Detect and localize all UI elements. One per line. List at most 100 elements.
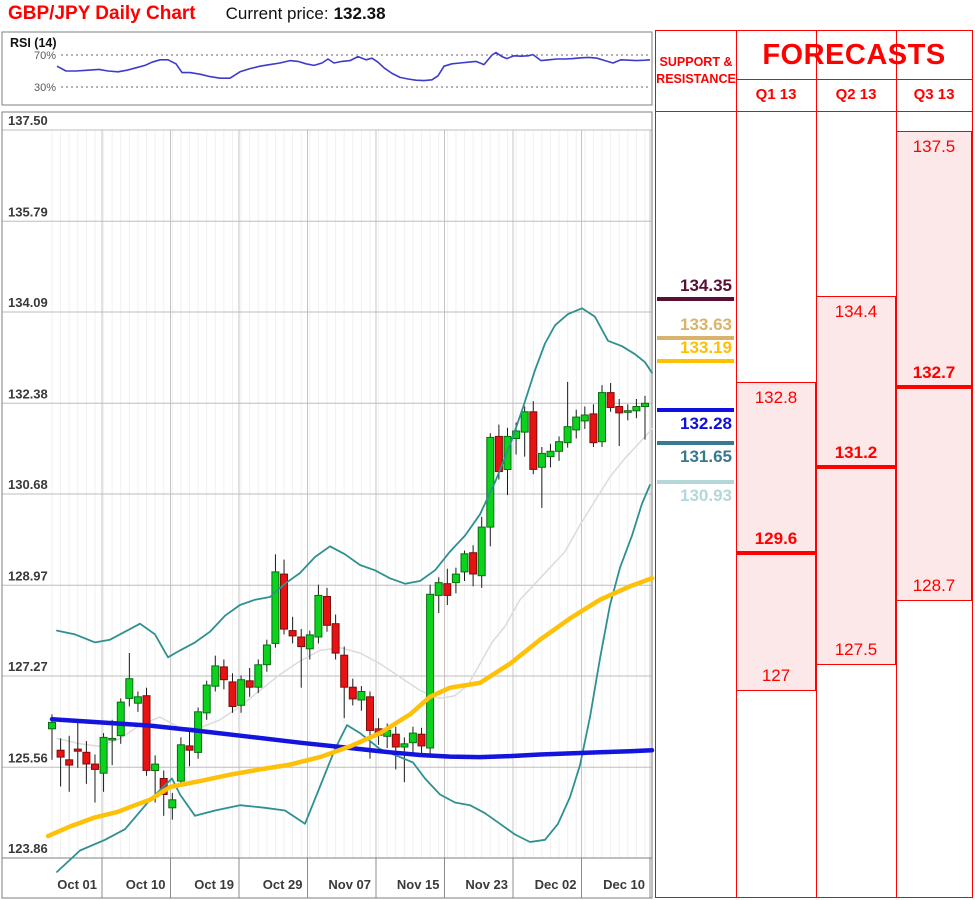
candle-down: [228, 673, 237, 713]
candle-body: [271, 571, 280, 644]
rsi-panel-frame: [1, 31, 653, 106]
candle-down: [185, 732, 194, 767]
candle-down: [56, 738, 65, 787]
forecast-range-box: [816, 296, 896, 665]
candle-body: [451, 573, 460, 584]
candle-body: [65, 759, 74, 766]
candle-up: [632, 399, 641, 419]
page-title: GBP/JPY Daily Chart: [8, 3, 196, 24]
candle-body: [408, 732, 417, 744]
candle-down: [417, 727, 426, 756]
candle-up: [271, 554, 280, 648]
y-axis-label: 130.68: [8, 477, 48, 492]
support-resistance-value: 134.35: [680, 276, 732, 296]
candle-down: [245, 668, 254, 697]
x-axis-label: Nov 23: [465, 877, 508, 892]
candle-down: [142, 687, 151, 776]
candle-body: [288, 630, 297, 637]
candle-body: [108, 737, 117, 741]
forecasts-title: FORECASTS: [762, 39, 946, 71]
candle-up: [598, 385, 606, 447]
candle-down: [82, 741, 91, 784]
x-axis-label: Nov 07: [328, 877, 371, 892]
candle-body: [228, 681, 237, 708]
y-axis-label: 132.38: [8, 386, 48, 401]
candle-body: [589, 413, 598, 444]
y-axis-label: 135.79: [8, 204, 48, 219]
candle-body: [615, 406, 624, 414]
candle-body: [168, 799, 177, 809]
candle-body: [555, 441, 563, 452]
candle-body: [520, 411, 529, 433]
candle-body: [202, 684, 211, 714]
forecast-mid-line: [736, 550, 816, 555]
candle-body: [116, 701, 125, 737]
candle-body: [262, 644, 271, 666]
candle-up: [116, 698, 125, 744]
y-axis-label: 128.97: [8, 568, 48, 583]
candle-down: [589, 404, 598, 447]
rsi-line: [56, 51, 651, 82]
candle-down: [91, 754, 99, 803]
y-axis-label: 127.27: [8, 659, 48, 674]
candle-body: [331, 623, 340, 654]
current-price-label: Current price:: [225, 4, 329, 23]
candle-body: [133, 696, 142, 704]
y-axis-label: 123.86: [8, 841, 48, 856]
rsi-panel: RSI (14) 70% 30%: [1, 31, 653, 106]
candle-down: [280, 559, 288, 635]
candle-body: [469, 552, 478, 575]
y-axis-label: 134.09: [8, 295, 48, 310]
support-resistance-value: 133.63: [680, 314, 732, 334]
candle-down: [391, 726, 400, 770]
candle-up: [168, 792, 177, 820]
candle-down: [65, 735, 74, 792]
candle-body: [632, 406, 641, 412]
candle-up: [176, 737, 185, 787]
candle-body: [340, 654, 349, 688]
candle-up: [133, 691, 142, 712]
candle-body: [314, 594, 323, 638]
candle-down: [529, 401, 538, 475]
current-price-value: 132.38: [333, 4, 386, 23]
candle-body: [400, 743, 409, 748]
bollinger-mid-line: [56, 428, 653, 748]
candle-body: [477, 526, 486, 577]
candle-up: [211, 655, 220, 692]
candle-body: [546, 450, 555, 458]
support-resistance-line: [657, 335, 734, 340]
price-panel-frame: [1, 111, 653, 899]
candle-body: [297, 636, 306, 648]
support-resistance-line: [657, 441, 734, 446]
support-resistance-line: [657, 479, 734, 484]
tab-q1-13: Q1 13: [755, 86, 797, 103]
candle-body: [537, 452, 546, 468]
candle-up: [460, 550, 469, 581]
candle-up: [486, 433, 495, 547]
candle-up: [623, 404, 632, 421]
support-resistance-line: [657, 297, 734, 302]
candle-body: [366, 696, 374, 731]
candle-up: [305, 630, 314, 660]
candle-body: [185, 745, 194, 751]
candle-body: [176, 744, 185, 782]
forecast-high-value: 137.5: [912, 137, 956, 156]
forecast-low-value: 127.5: [834, 639, 878, 659]
candle-down: [288, 616, 297, 644]
y-axis-label: 137.50: [8, 113, 48, 128]
candle-body: [348, 686, 357, 700]
candle-up: [108, 719, 117, 766]
candle-up: [572, 409, 581, 439]
candle-up: [254, 659, 263, 694]
x-axis-label: Dec 10: [603, 877, 645, 892]
candle-body: [237, 679, 246, 706]
candle-up: [477, 516, 486, 588]
candle-up: [426, 584, 435, 755]
candle-body: [56, 749, 65, 758]
candle-down: [348, 678, 357, 706]
candle-body: [280, 573, 288, 630]
x-axis-label: Oct 19: [194, 877, 234, 892]
candle-down: [73, 722, 82, 768]
candle-body: [99, 736, 108, 774]
